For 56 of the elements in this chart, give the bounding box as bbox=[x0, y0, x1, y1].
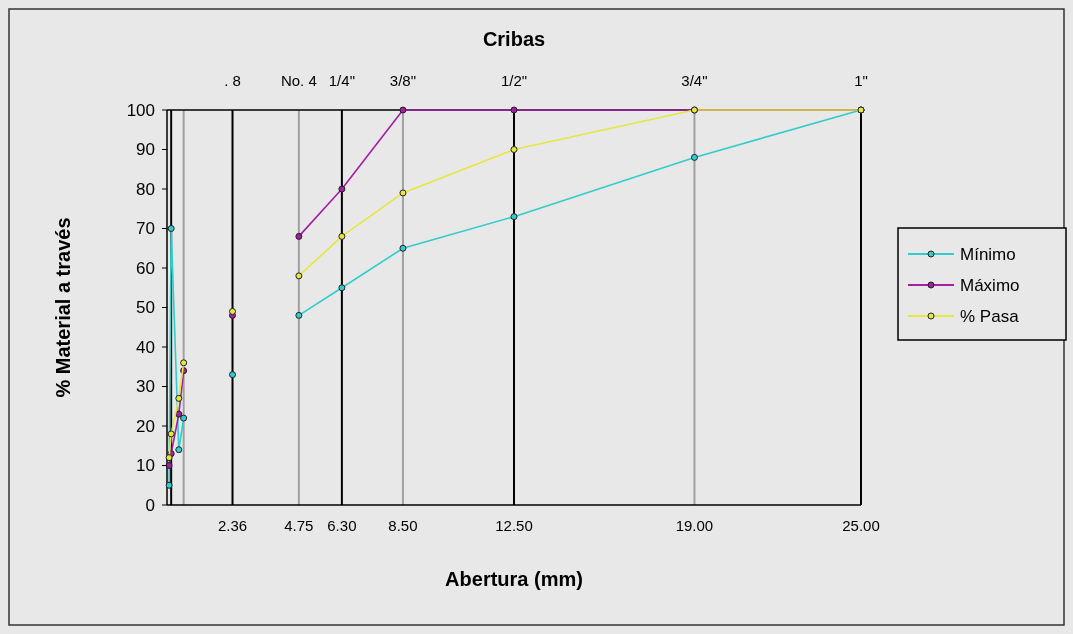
x-tick-label: 12.50 bbox=[495, 517, 533, 534]
x-tick-label: 25.00 bbox=[842, 517, 880, 534]
y-tick-label: 100 bbox=[126, 100, 155, 120]
legend-label: % Pasa bbox=[960, 306, 1020, 326]
point bbox=[175, 410, 183, 418]
point bbox=[690, 153, 698, 161]
y-tick-label: 60 bbox=[136, 258, 155, 278]
point bbox=[510, 146, 518, 153]
y-tick-label: 0 bbox=[145, 495, 155, 515]
point bbox=[180, 359, 188, 367]
legend-label: Máximo bbox=[960, 275, 1020, 295]
text: 3/8" bbox=[389, 72, 417, 89]
point bbox=[338, 232, 346, 240]
text: 1" bbox=[854, 72, 868, 89]
y-tick-label: 70 bbox=[136, 219, 155, 239]
point bbox=[295, 232, 303, 240]
text: 1/4" bbox=[328, 72, 355, 89]
point bbox=[165, 462, 173, 469]
point bbox=[167, 225, 175, 232]
x-tick-label: 2.36 bbox=[217, 517, 248, 534]
y-tick-label: 40 bbox=[136, 337, 155, 357]
x-axis-title: Abertura (mm) bbox=[445, 568, 583, 590]
point bbox=[510, 106, 518, 114]
point bbox=[510, 213, 518, 221]
text: 3/4" bbox=[681, 72, 708, 89]
x-tick-label: 19.00 bbox=[675, 517, 714, 534]
point bbox=[399, 106, 407, 114]
point bbox=[295, 311, 303, 319]
point bbox=[338, 185, 346, 193]
y-axis-title: % Material a través bbox=[52, 217, 74, 398]
point bbox=[338, 284, 346, 292]
point bbox=[167, 430, 175, 438]
point bbox=[229, 307, 237, 315]
y-tick-label: 90 bbox=[136, 140, 155, 160]
point bbox=[229, 371, 237, 379]
point bbox=[399, 244, 407, 252]
text: No. 4 bbox=[280, 72, 317, 89]
y-tick-label: 80 bbox=[136, 179, 155, 199]
point bbox=[165, 481, 173, 489]
y-tick-label: 10 bbox=[136, 456, 155, 476]
text: . 8 bbox=[224, 72, 241, 89]
point bbox=[399, 189, 407, 197]
chart-title: Cribas bbox=[482, 28, 546, 50]
point bbox=[175, 446, 183, 454]
x-tick-label: 4.75 bbox=[284, 517, 314, 534]
legend-label: Mínimo bbox=[960, 244, 1016, 264]
point bbox=[175, 394, 183, 402]
y-tick-label: 20 bbox=[136, 416, 155, 436]
x-tick-label: 6.30 bbox=[327, 517, 357, 534]
y-tick-label: 30 bbox=[136, 377, 155, 397]
x-tick-label: 8.50 bbox=[388, 517, 418, 534]
text: 1/2" bbox=[500, 72, 528, 89]
point bbox=[295, 272, 303, 280]
y-tick-label: 50 bbox=[136, 298, 155, 318]
point bbox=[180, 414, 188, 422]
point bbox=[165, 454, 173, 462]
